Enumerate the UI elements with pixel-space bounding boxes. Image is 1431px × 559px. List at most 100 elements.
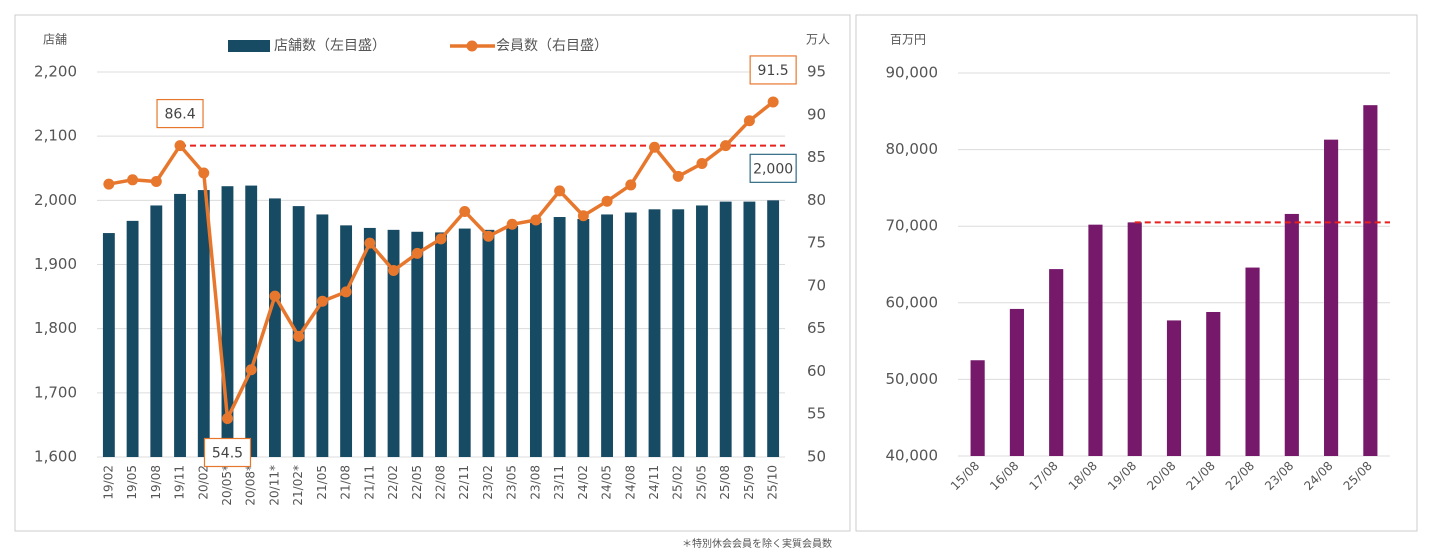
x-tick-label: 18/08 xyxy=(1066,459,1100,493)
y-tick-label: 80,000 xyxy=(886,140,939,158)
y-tick-label: 2,200 xyxy=(34,63,77,81)
x-tick-label: 19/08 xyxy=(1105,459,1139,493)
point xyxy=(743,115,755,127)
bar xyxy=(506,226,519,457)
x-tick-label: 24/02 xyxy=(576,465,590,500)
bar xyxy=(601,214,613,457)
bar xyxy=(1206,311,1221,456)
bar xyxy=(411,231,424,457)
point xyxy=(601,195,613,207)
y-tick-label: 2,100 xyxy=(34,127,77,145)
x-tick-label: 17/08 xyxy=(1026,459,1060,493)
legend-label: 会員数（右目盛） xyxy=(496,38,608,54)
y2-tick-label: 60 xyxy=(807,362,826,380)
point xyxy=(150,176,162,188)
x-tick-label: 23/05 xyxy=(505,465,519,500)
x-tick-label: 23/11 xyxy=(552,465,566,500)
bar xyxy=(1363,105,1378,456)
y-tick-label: 2,000 xyxy=(34,191,77,209)
y2-tick-label: 85 xyxy=(807,148,826,166)
legend-swatch xyxy=(466,40,478,52)
bar xyxy=(245,185,258,457)
y-tick-label: 60,000 xyxy=(886,293,939,311)
point xyxy=(245,364,257,376)
y-tick-label: 1,800 xyxy=(34,319,77,337)
point xyxy=(411,247,423,259)
x-tick-label: 21/05 xyxy=(315,465,329,500)
bar xyxy=(316,214,329,457)
bar xyxy=(340,225,353,457)
bar xyxy=(696,205,708,457)
point xyxy=(340,286,352,298)
y2-tick-label: 65 xyxy=(807,319,826,337)
point xyxy=(767,96,779,108)
bar xyxy=(387,229,400,457)
point xyxy=(649,141,661,153)
x-tick-label: 25/08 xyxy=(718,465,732,500)
point xyxy=(672,170,684,182)
x-tick-label: 22/05 xyxy=(410,465,424,500)
bar xyxy=(970,360,985,456)
right-panel xyxy=(855,14,1418,532)
bar xyxy=(648,209,661,457)
x-tick-label: 24/05 xyxy=(600,465,614,500)
left-panel xyxy=(14,14,851,532)
y2-tick-label: 75 xyxy=(807,234,826,252)
bar xyxy=(1009,308,1024,456)
x-tick-label: 19/11 xyxy=(173,465,187,500)
x-tick-label: 20/05* xyxy=(220,465,234,506)
point xyxy=(625,179,637,191)
footnote: ＊特別休会会員を除く実質会員数 xyxy=(682,537,832,550)
data-label-box xyxy=(203,437,252,468)
point xyxy=(506,218,518,230)
bar xyxy=(126,220,139,457)
point xyxy=(554,185,566,197)
bar xyxy=(1088,224,1103,456)
x-tick-label: 21/08 xyxy=(339,465,353,500)
bar xyxy=(672,209,685,457)
point xyxy=(696,158,708,170)
point xyxy=(577,210,589,222)
y2-tick-label: 95 xyxy=(807,63,826,81)
point xyxy=(459,205,471,217)
bar xyxy=(624,212,637,457)
y2-axis-title: 万人 xyxy=(806,33,830,47)
x-tick-label: 24/08 xyxy=(623,465,637,500)
y-tick-label: 40,000 xyxy=(886,447,939,465)
y-axis-title: 店舗 xyxy=(43,33,67,47)
x-tick-label: 23/08 xyxy=(528,465,542,500)
x-tick-label: 20/02 xyxy=(196,465,210,500)
point xyxy=(435,233,447,245)
y-tick-label: 1,900 xyxy=(34,255,77,273)
bar xyxy=(221,186,234,457)
bar xyxy=(197,190,210,458)
x-tick-label: 20/08 xyxy=(1144,459,1178,493)
data-label: 86.4 xyxy=(164,107,195,123)
point xyxy=(364,237,376,249)
point xyxy=(482,230,494,242)
bar xyxy=(553,217,566,457)
bar xyxy=(482,229,495,457)
data-label: 2,000 xyxy=(753,161,793,177)
bar xyxy=(174,193,186,457)
y-tick-label: 1,600 xyxy=(34,448,77,466)
y2-tick-label: 80 xyxy=(807,191,826,209)
y-tick-label: 1,700 xyxy=(34,383,77,401)
x-tick-label: 25/05 xyxy=(694,465,708,500)
x-tick-label: 21/08 xyxy=(1184,459,1218,493)
point xyxy=(293,330,305,342)
bar xyxy=(435,232,447,457)
y-tick-label: 50,000 xyxy=(886,370,939,388)
point xyxy=(174,140,186,152)
y-axis-title: 百万円 xyxy=(890,33,926,47)
data-label-box xyxy=(749,55,797,85)
point xyxy=(103,178,115,190)
bar xyxy=(1166,320,1182,456)
x-tick-label: 25/08 xyxy=(1341,459,1375,493)
x-tick-label: 15/08 xyxy=(948,459,982,493)
bar xyxy=(1324,139,1339,456)
point xyxy=(388,264,400,276)
x-tick-label: 22/02 xyxy=(386,465,400,500)
